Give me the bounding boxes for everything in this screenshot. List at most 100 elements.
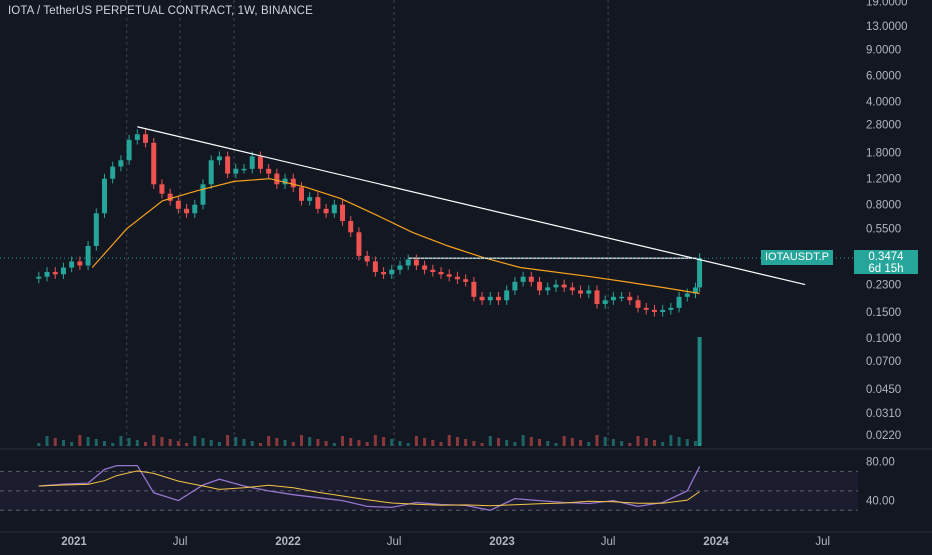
volume-spike-bar (697, 337, 702, 446)
candle-body (307, 197, 313, 201)
time-axis-label: 2023 (489, 536, 515, 548)
volume-bar (201, 438, 205, 446)
candle-body (257, 156, 263, 169)
volume-bar (603, 437, 607, 446)
rsi-axis-label: 80.00 (866, 457, 895, 469)
candle-body (282, 178, 288, 185)
candle-body (684, 293, 690, 297)
volume-bar (37, 443, 41, 446)
candle-body (331, 204, 337, 214)
candle-body (143, 134, 149, 143)
candle-body (175, 200, 181, 209)
candle-body (594, 290, 600, 304)
time-axis-label: Jul (601, 536, 616, 548)
ticker-label: IOTAUSDT.P (761, 250, 833, 265)
volume-bar (61, 440, 65, 446)
candle-body (405, 259, 411, 266)
volume-bar (644, 438, 648, 446)
volume-bar (299, 435, 303, 446)
volume-bar (414, 436, 418, 446)
volume-bar (513, 442, 517, 446)
volume-bar (579, 440, 583, 446)
chart-title: IOTA / TetherUS PERPETUAL CONTRACT, 1W, … (8, 5, 313, 17)
volume-bar (308, 437, 312, 446)
candle-body (126, 139, 132, 161)
time-axis-label: 2024 (703, 536, 729, 548)
candle-body (697, 258, 703, 288)
volume-bar (275, 438, 279, 446)
candle-body (627, 296, 633, 301)
volume-bar (45, 436, 49, 446)
candle-body (602, 300, 608, 304)
candle-body (44, 271, 50, 277)
volume-bar (53, 438, 57, 446)
candle-body (438, 271, 444, 275)
candle-body (298, 187, 304, 201)
volume-bar (562, 436, 566, 446)
candle-body (651, 309, 657, 312)
candle-body (184, 208, 190, 214)
price-axis-label: 0.2300 (866, 280, 901, 292)
candle-body (372, 261, 378, 272)
volume-bar (209, 440, 213, 446)
candle-body (504, 290, 510, 301)
volume-bar (677, 437, 681, 446)
volume-bar (357, 440, 361, 446)
volume-bar (94, 439, 98, 446)
time-axis-label: Jul (815, 536, 830, 548)
volume-bar (144, 442, 148, 446)
volume-bar (283, 440, 287, 446)
volume-bar (488, 436, 492, 446)
volume-bar (620, 441, 624, 446)
candle-body (77, 261, 83, 266)
volume-bar (152, 435, 156, 446)
descending-trendline[interactable] (137, 126, 806, 286)
volume-bar (193, 436, 197, 446)
volume-bar (636, 436, 640, 446)
volume-bar (693, 441, 697, 446)
volume-bar (652, 440, 656, 446)
volume-bar (439, 442, 443, 446)
candle-body (561, 284, 567, 288)
price-axis-label: 0.1500 (866, 307, 901, 319)
candle-body (553, 284, 559, 288)
volume-bar (119, 436, 123, 446)
candle-body (537, 281, 543, 291)
candle-body (323, 208, 329, 214)
candle-body (676, 296, 682, 308)
candle-body (348, 221, 354, 233)
volume-bar (587, 442, 591, 446)
candle-body (660, 309, 666, 312)
candle-body (463, 279, 469, 282)
candle-body (446, 274, 452, 277)
candle-body (635, 300, 641, 308)
price-axis-label: 0.0220 (866, 430, 901, 442)
candle-body (93, 213, 99, 246)
candle-body (545, 287, 551, 291)
volume-bar (250, 441, 254, 446)
volume-bar (496, 438, 500, 446)
candle-body (389, 269, 395, 275)
candle-body (495, 296, 501, 301)
volume-bar (168, 439, 172, 446)
volume-bar (546, 441, 550, 446)
candle-body (134, 134, 140, 140)
candle-body (528, 276, 534, 282)
volume-bar (382, 437, 386, 446)
volume-bar (521, 435, 525, 446)
candle-body (610, 296, 616, 301)
price-axis-label: 1.2000 (866, 174, 901, 186)
candle-body (151, 142, 157, 185)
candle-body (397, 265, 403, 270)
volume-bar (464, 439, 468, 446)
volume-bar (332, 443, 336, 446)
volume-bar (127, 438, 131, 446)
candle-body (479, 296, 485, 301)
rsi-ma-line (38, 470, 700, 507)
candle-body (586, 290, 592, 294)
candle-body (569, 287, 575, 291)
price-axis-label: 0.5500 (866, 224, 901, 236)
price-axis-label: 2.8000 (866, 119, 901, 131)
